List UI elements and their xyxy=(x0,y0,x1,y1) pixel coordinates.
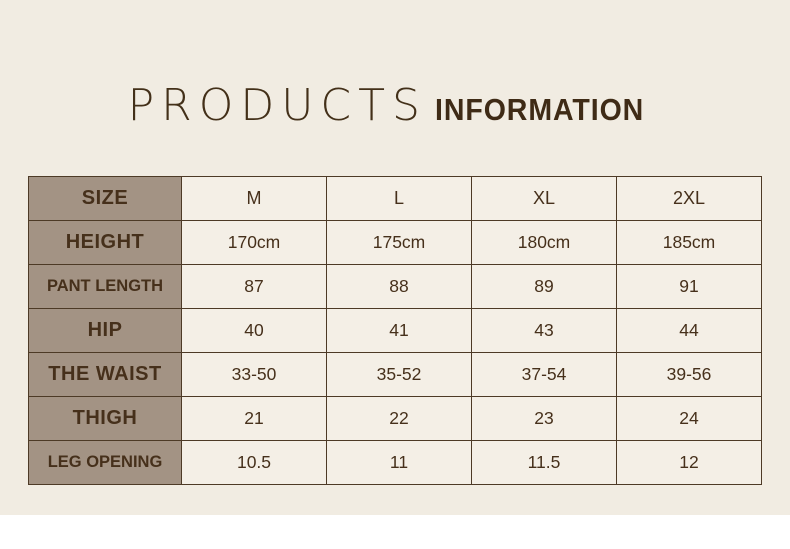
cell-leg-opening-l: 11 xyxy=(326,440,472,485)
cell-thigh-m: 21 xyxy=(181,396,327,441)
table-row-thigh: THIGH 21 22 23 24 xyxy=(28,396,762,441)
row-label-pant-length: PANT LENGTH xyxy=(28,264,182,309)
cell-hip-l: 41 xyxy=(326,308,472,353)
cell-thigh-l: 22 xyxy=(326,396,472,441)
title-primary: PRODUCTS xyxy=(127,80,427,131)
cell-leg-opening-xl: 11.5 xyxy=(471,440,617,485)
table-row-height: HEIGHT 170cm 175cm 180cm 185cm xyxy=(28,220,762,265)
cell-thigh-xl: 23 xyxy=(471,396,617,441)
row-label-leg-opening: LEG OPENING xyxy=(28,440,182,485)
size-chart-table: SIZE M L XL 2XL HEIGHT 170cm 175cm 180cm… xyxy=(28,176,762,485)
cell-waist-m: 33-50 xyxy=(181,352,327,397)
title-secondary: INFORMATION xyxy=(434,92,645,127)
cell-pant-length-2xl: 91 xyxy=(616,264,762,309)
page-title: PRODUCTS INFORMATION xyxy=(0,80,790,131)
cell-leg-opening-2xl: 12 xyxy=(616,440,762,485)
cell-waist-l: 35-52 xyxy=(326,352,472,397)
table-row-waist: THE WAIST 33-50 35-52 37-54 39-56 xyxy=(28,352,762,397)
row-label-height: HEIGHT xyxy=(28,220,182,265)
size-column-2xl: 2XL xyxy=(616,176,762,221)
table-row-leg-opening: LEG OPENING 10.5 11 11.5 12 xyxy=(28,440,762,485)
row-label-thigh: THIGH xyxy=(28,396,182,441)
table-row-hip: HIP 40 41 43 44 xyxy=(28,308,762,353)
cell-pant-length-m: 87 xyxy=(181,264,327,309)
row-label-waist: THE WAIST xyxy=(28,352,182,397)
row-label-size: SIZE xyxy=(28,176,182,221)
table-row-size: SIZE M L XL 2XL xyxy=(28,176,762,221)
cell-height-xl: 180cm xyxy=(471,220,617,265)
cell-height-m: 170cm xyxy=(181,220,327,265)
table-row-pant-length: PANT LENGTH 87 88 89 91 xyxy=(28,264,762,309)
size-column-m: M xyxy=(181,176,327,221)
cell-pant-length-l: 88 xyxy=(326,264,472,309)
cell-hip-m: 40 xyxy=(181,308,327,353)
cell-thigh-2xl: 24 xyxy=(616,396,762,441)
cell-leg-opening-m: 10.5 xyxy=(181,440,327,485)
row-label-hip: HIP xyxy=(28,308,182,353)
cell-waist-2xl: 39-56 xyxy=(616,352,762,397)
cell-height-l: 175cm xyxy=(326,220,472,265)
cell-hip-xl: 43 xyxy=(471,308,617,353)
size-column-xl: XL xyxy=(471,176,617,221)
cell-hip-2xl: 44 xyxy=(616,308,762,353)
cell-waist-xl: 37-54 xyxy=(471,352,617,397)
cell-pant-length-xl: 89 xyxy=(471,264,617,309)
cell-height-2xl: 185cm xyxy=(616,220,762,265)
size-column-l: L xyxy=(326,176,472,221)
